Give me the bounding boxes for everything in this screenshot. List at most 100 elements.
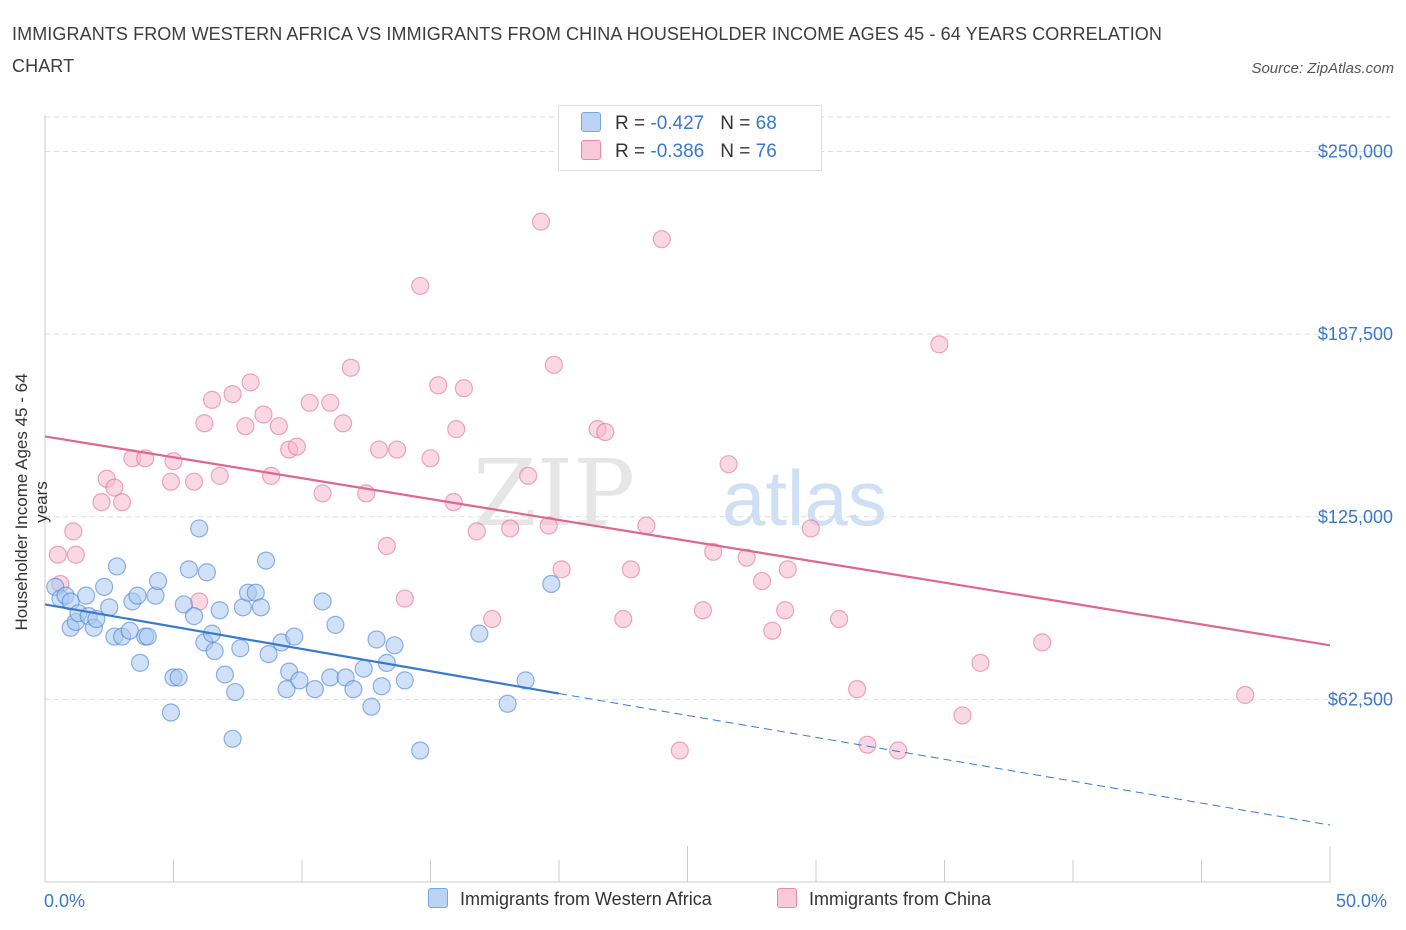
- western-africa-point: [107, 557, 127, 576]
- western-africa-point: [77, 586, 96, 605]
- china-point: [693, 601, 713, 620]
- western-africa-point: [362, 697, 381, 716]
- china-point: [670, 741, 689, 760]
- china-point: [421, 449, 440, 468]
- china-point: [223, 384, 242, 404]
- western-africa-point: [148, 571, 168, 591]
- china-point: [552, 560, 571, 579]
- china-point: [539, 516, 558, 535]
- western-africa-point: [542, 574, 561, 594]
- western-africa-point: [190, 519, 209, 538]
- china-point: [161, 472, 181, 491]
- western-africa-point: [285, 627, 304, 646]
- western-africa-point: [231, 639, 250, 658]
- china-point: [637, 516, 656, 535]
- western-africa-point: [215, 665, 234, 684]
- legend-series-name: Immigrants from China: [809, 889, 992, 909]
- watermark: ZIP atlas: [473, 440, 887, 547]
- western-africa-point: [205, 642, 224, 661]
- china-point: [501, 519, 520, 538]
- china-point: [262, 466, 281, 485]
- y-tick-label: $125,000: [1318, 507, 1393, 527]
- china-point: [483, 609, 502, 629]
- china-point: [531, 212, 551, 231]
- china-point: [776, 601, 795, 620]
- source-label: Source: ZipAtlas.com: [1251, 60, 1394, 77]
- china-point: [971, 653, 990, 672]
- western-africa-trend-line: [44, 603, 560, 695]
- china-point: [112, 493, 132, 512]
- legend-r-label: R =: [615, 113, 651, 134]
- western-africa-point: [344, 680, 363, 699]
- legend-swatch-blue: [428, 888, 448, 908]
- china-point: [377, 536, 396, 556]
- china-point: [737, 548, 756, 567]
- axes: [44, 115, 1331, 883]
- legend-n-value: 76: [755, 141, 777, 162]
- china-point: [411, 276, 430, 296]
- western-africa-point: [385, 636, 404, 655]
- western-africa-point: [516, 671, 535, 690]
- western-africa-point: [372, 677, 391, 696]
- china-point: [195, 414, 214, 433]
- china-points: [48, 212, 1255, 760]
- china-point: [64, 522, 83, 541]
- china-point: [719, 455, 738, 474]
- x-tick-max: 50.0%: [1336, 891, 1388, 911]
- legend-n-label: N =: [720, 141, 756, 162]
- western-africa-point: [161, 703, 181, 722]
- trend-lines: [44, 435, 1331, 826]
- western-africa-point: [326, 615, 345, 634]
- western-africa-point: [259, 644, 278, 664]
- china-point: [930, 335, 949, 354]
- china-point: [254, 405, 273, 424]
- legend-n-value: 68: [755, 113, 777, 134]
- western-africa-point: [120, 621, 139, 640]
- china-point: [447, 420, 466, 439]
- china-point: [519, 466, 538, 485]
- legend-swatch-pink: [777, 888, 797, 908]
- china-point: [241, 373, 260, 392]
- western-africa-point: [354, 659, 373, 678]
- legend-n-label: N =: [720, 113, 756, 134]
- china-point: [848, 680, 867, 699]
- china-point: [269, 417, 288, 436]
- china-point: [953, 706, 972, 725]
- western-africa-point: [367, 630, 386, 649]
- western-africa-point: [256, 551, 276, 570]
- china-point: [370, 440, 389, 459]
- legend-swatch-pink: [581, 140, 601, 160]
- china-point: [184, 472, 204, 491]
- china-point: [334, 414, 353, 433]
- legend-r-label: R =: [615, 141, 651, 162]
- chart-title: IMMIGRANTS FROM WESTERN AFRICA VS IMMIGR…: [12, 24, 1162, 76]
- western-africa-point: [226, 682, 245, 702]
- legend-r-value: -0.427: [650, 113, 705, 134]
- western-africa-points: [46, 519, 561, 760]
- western-africa-point: [313, 592, 332, 611]
- china-point: [92, 493, 111, 512]
- grid-lines: [45, 116, 1390, 700]
- western-africa-point: [138, 627, 157, 646]
- china-point: [889, 741, 908, 760]
- china-trend-line: [44, 435, 1331, 647]
- china-point: [544, 355, 563, 374]
- western-africa-trend-extension: [558, 693, 1331, 826]
- western-africa-point: [277, 680, 296, 699]
- western-africa-point: [223, 729, 242, 748]
- china-point: [66, 545, 85, 564]
- china-point: [429, 376, 448, 395]
- legend-row-china: R = -0.386 N = 76: [581, 140, 777, 168]
- y-tick-label: $187,500: [1318, 324, 1393, 344]
- bottom-legend-western-africa: Immigrants from Western Africa: [428, 888, 712, 910]
- western-africa-point: [305, 680, 324, 699]
- western-africa-point: [169, 668, 188, 687]
- china-point: [210, 466, 229, 485]
- legend-r-value: -0.386: [650, 141, 705, 162]
- china-point: [1033, 633, 1052, 652]
- china-point: [321, 393, 340, 412]
- western-africa-point: [411, 741, 430, 760]
- china-point: [202, 390, 222, 409]
- western-africa-point: [321, 668, 340, 687]
